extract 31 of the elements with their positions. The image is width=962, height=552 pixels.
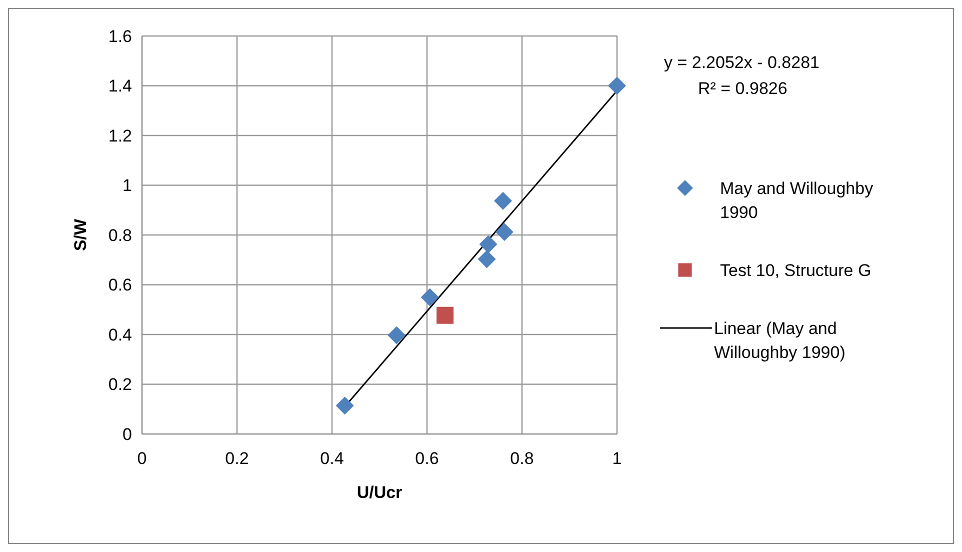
legend-label: May and Willoughby 1990: [720, 178, 874, 222]
point: [479, 235, 498, 254]
point: [436, 306, 454, 324]
y-tick-label: 1.6: [108, 26, 132, 46]
text: R² = 0.9826: [698, 79, 788, 98]
point: [420, 288, 439, 306]
text: y = 2.2052x - 0.8281: [664, 53, 820, 72]
point: [608, 76, 626, 95]
y-tick-label: 0: [122, 424, 132, 444]
y-tick-label: 0.8: [108, 226, 132, 245]
y-tick-label: 1: [122, 176, 132, 196]
x-tick-label: 0.2: [225, 449, 249, 468]
legend-label: Test 10, Structure G: [720, 260, 872, 280]
x-tick-label: 0.8: [510, 449, 534, 468]
x-tick-label: 0: [137, 449, 147, 468]
y-tick-label: 1.2: [108, 126, 132, 146]
y-tick-label: 0.6: [108, 276, 132, 295]
legend-label: Linear (May and Willoughby 1990): [714, 318, 846, 362]
y-tick-label: 1.4: [108, 76, 132, 96]
point: [388, 326, 406, 344]
y-tick-label: 0.2: [108, 375, 132, 394]
x-axis-title: U/Ucr: [356, 483, 403, 502]
point: [478, 250, 496, 268]
point: [336, 396, 354, 415]
x-tick-label: 0.4: [320, 449, 344, 468]
x-tick-label: 0.6: [415, 449, 439, 468]
x-tick-label: 1: [612, 449, 622, 468]
point: [495, 223, 514, 242]
y-axis-title: S/W: [71, 218, 90, 252]
y-tick-label: 0.4: [108, 325, 132, 344]
point: [494, 192, 512, 210]
